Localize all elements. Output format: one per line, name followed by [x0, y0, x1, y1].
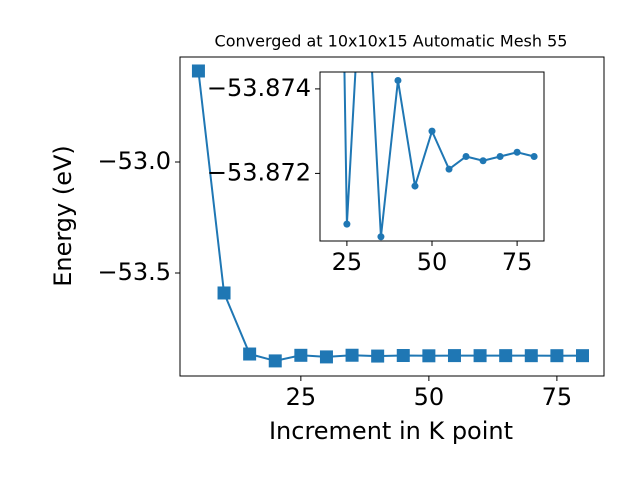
chart-title: Converged at 10x10x15 Automatic Mesh 55: [215, 32, 568, 51]
marker: [319, 350, 333, 364]
marker: [462, 153, 470, 160]
x-tick-label: 75: [542, 383, 573, 411]
marker: [268, 354, 282, 368]
x-tick-label: 75: [502, 248, 533, 276]
x-tick-label: 25: [286, 383, 317, 411]
y-tick-label: −53.0: [97, 147, 171, 175]
marker: [371, 349, 385, 363]
marker: [447, 349, 461, 363]
series-line: [197, 70, 583, 362]
marker: [428, 127, 436, 135]
marker: [550, 349, 564, 363]
marker: [530, 153, 538, 160]
x-axis-label: Increment in K point: [269, 417, 513, 445]
x-tick-label: 25: [332, 248, 363, 276]
marker: [422, 349, 436, 363]
marker: [394, 76, 402, 84]
marker: [445, 165, 453, 173]
y-tick-label: −53.5: [97, 258, 171, 286]
marker: [343, 220, 351, 228]
marker: [396, 349, 410, 363]
axes-background: [320, 72, 544, 241]
plot-area: [343, 72, 538, 241]
marker: [575, 349, 589, 363]
axes-frame: [179, 56, 605, 377]
marker: [217, 286, 231, 300]
marker: [524, 349, 538, 363]
y-tick-label: −53.874: [207, 74, 311, 102]
marker: [513, 148, 521, 156]
axes-frame: [319, 71, 545, 242]
marker: [377, 233, 385, 241]
marker: [479, 157, 487, 165]
marker: [411, 182, 419, 190]
x-tick-label: 50: [417, 248, 448, 276]
y-axis-label: Energy (eV): [49, 145, 77, 287]
marker: [243, 347, 257, 361]
marker: [499, 349, 513, 363]
marker: [496, 153, 504, 160]
marker: [345, 348, 359, 362]
x-tick-label: 50: [414, 383, 445, 411]
marker: [191, 64, 205, 78]
marker: [294, 348, 308, 362]
y-tick-label: −53.872: [207, 158, 311, 186]
plot-area: [191, 64, 589, 368]
marker: [473, 349, 487, 363]
